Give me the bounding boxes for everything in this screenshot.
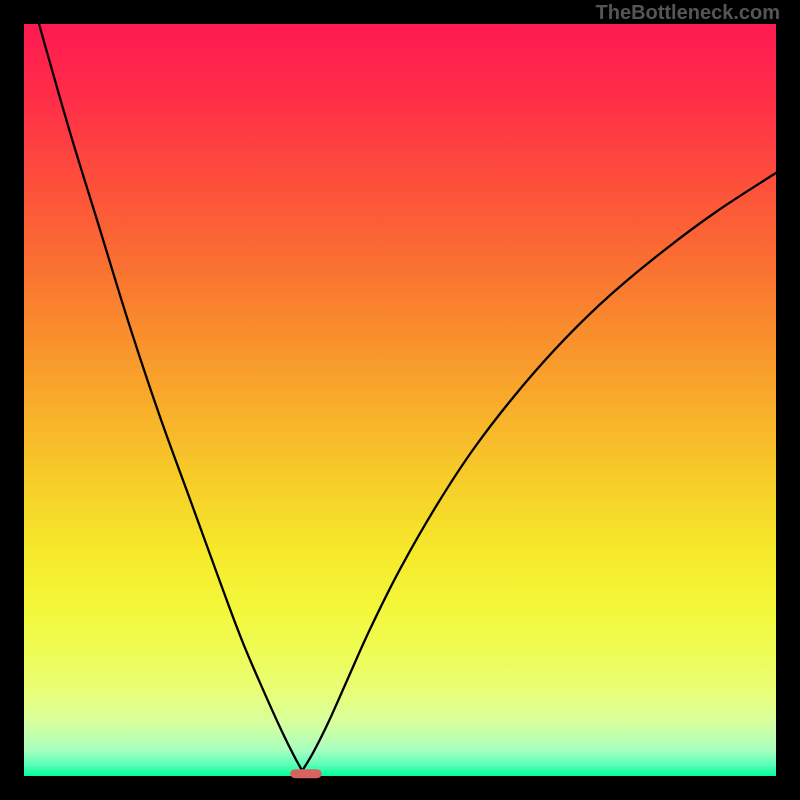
bottleneck-chart	[0, 0, 800, 800]
optimal-point-marker	[290, 769, 322, 778]
chart-container: TheBottleneck.com	[0, 0, 800, 800]
chart-gradient-bg	[24, 24, 776, 776]
watermark-text: TheBottleneck.com	[596, 2, 780, 25]
